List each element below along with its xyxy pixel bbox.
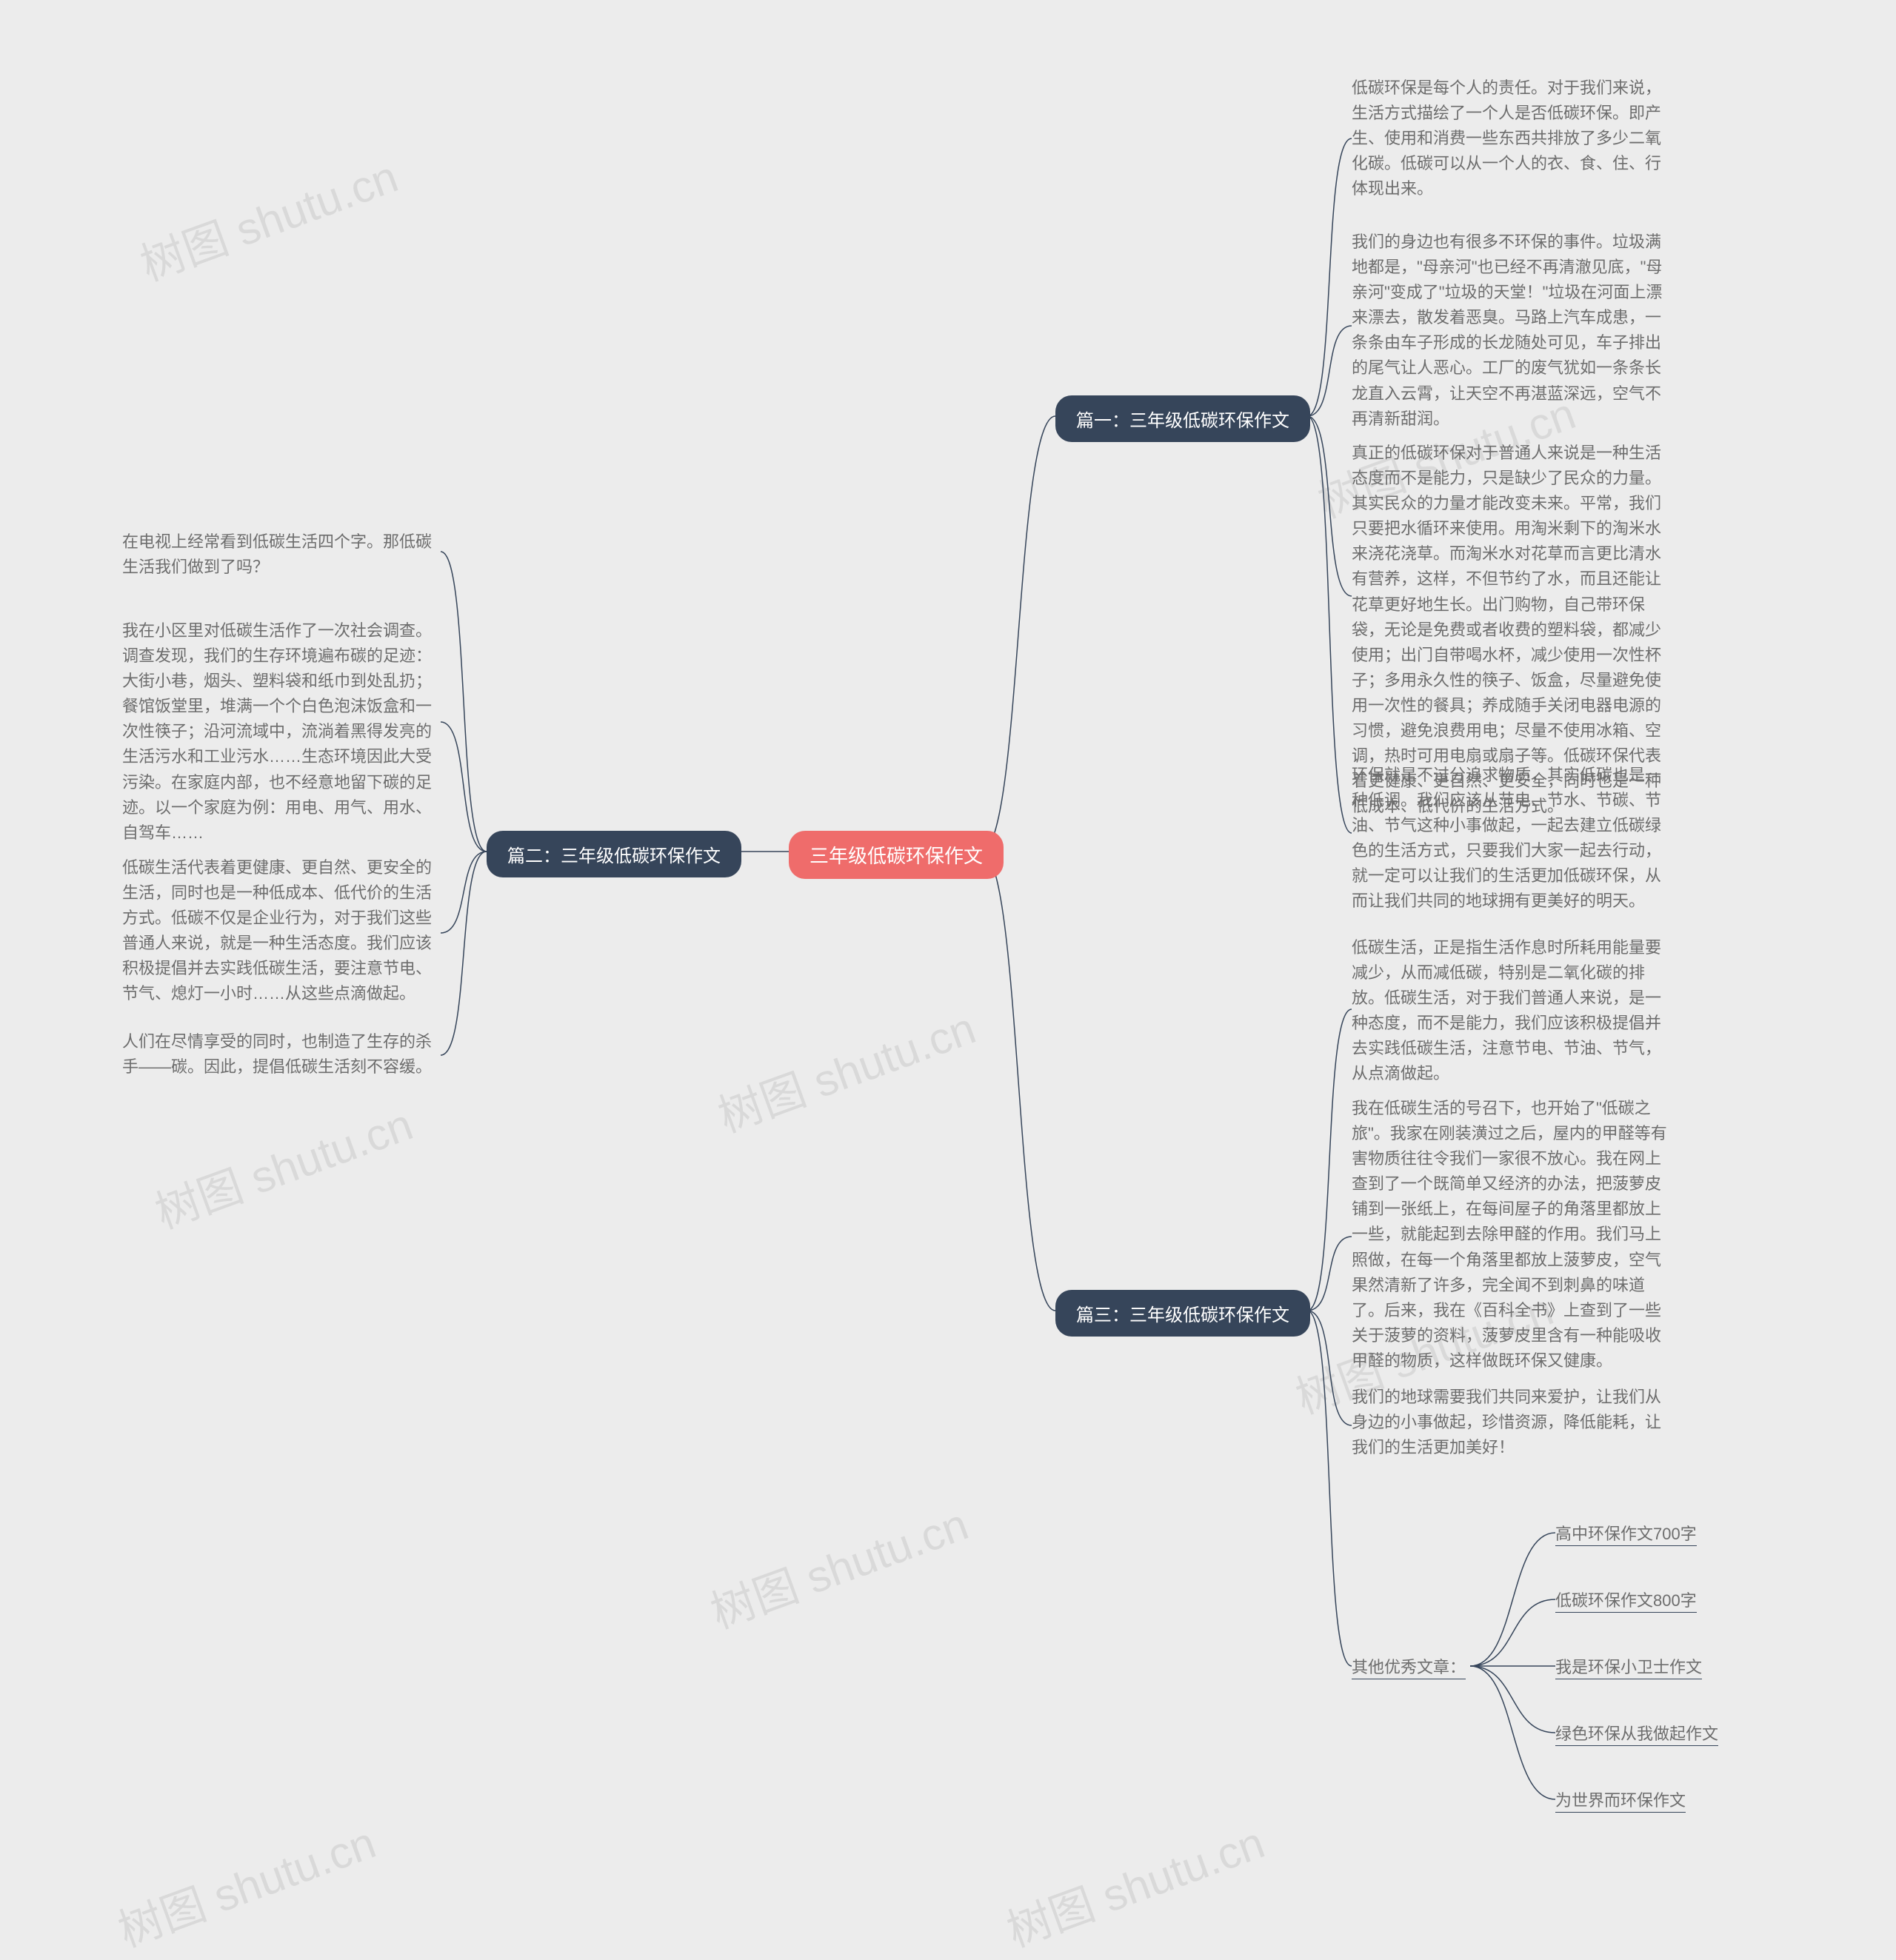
leaf-text: 我们的地球需要我们共同来爱护，让我们从身边的小事做起，珍惜资源，降低能耗，让我们…	[1352, 1385, 1670, 1460]
leaf-text: 低碳生活，正是指生活作息时所耗用能量要减少，从而减低碳，特别是二氧化碳的排放。低…	[1352, 935, 1670, 1087]
branch-label: 篇二：三年级低碳环保作文	[507, 846, 721, 866]
leaf-text: 我在小区里对低碳生活作了一次社会调查。调查发现，我们的生存环境遍布碳的足迹：大街…	[122, 618, 441, 846]
watermark-text: 树图 shutu.cn	[997, 1807, 1272, 1959]
leaf-text: 低碳生活代表着更健康、更自然、更安全的生活，同时也是一种低成本、低代价的生活方式…	[122, 855, 441, 1007]
sub-leaf: 为世界而环保作文	[1555, 1788, 1686, 1813]
leaf-text: 我们的身边也有很多不环保的事件。垃圾满地都是，"母亲河"也已经不再清澈见底，"母…	[1352, 230, 1670, 432]
watermark-text: 树图 shutu.cn	[130, 141, 405, 293]
branch-label: 篇一：三年级低碳环保作文	[1076, 411, 1289, 431]
sub-hub-label: 其他优秀文章：	[1352, 1655, 1466, 1680]
watermark-text: 树图 shutu.cn	[701, 1488, 975, 1641]
leaf-text: 人们在尽情享受的同时，也制造了生存的杀手——碳。因此，提倡低碳生活刻不容缓。	[122, 1029, 441, 1080]
branch-node-right-1[interactable]: 篇一：三年级低碳环保作文	[1055, 395, 1310, 442]
sub-leaf: 我是环保小卫士作文	[1555, 1655, 1702, 1680]
branch-node-left-1[interactable]: 篇二：三年级低碳环保作文	[487, 831, 741, 877]
watermark-text: 树图 shutu.cn	[108, 1807, 383, 1959]
center-label: 三年级低碳环保作文	[810, 845, 983, 867]
branch-node-right-2[interactable]: 篇三：三年级低碳环保作文	[1055, 1290, 1310, 1337]
leaf-text: 低碳环保是每个人的责任。对于我们来说，生活方式描绘了一个人是否低碳环保。即产生、…	[1352, 76, 1670, 201]
branch-label: 篇三：三年级低碳环保作文	[1076, 1305, 1289, 1325]
watermark-text: 树图 shutu.cn	[145, 1088, 420, 1241]
sub-leaf: 高中环保作文700字	[1555, 1522, 1697, 1547]
watermark-text: 树图 shutu.cn	[708, 992, 983, 1145]
sub-leaf: 低碳环保作文800字	[1555, 1588, 1697, 1613]
leaf-text: 我在低碳生活的号召下，也开始了"低碳之旅"。我家在刚装潢过之后，屋内的甲醛等有害…	[1352, 1096, 1670, 1374]
leaf-text: 在电视上经常看到低碳生活四个字。那低碳生活我们做到了吗？	[122, 529, 441, 580]
sub-leaf: 绿色环保从我做起作文	[1555, 1722, 1718, 1747]
center-node[interactable]: 三年级低碳环保作文	[789, 831, 1004, 879]
leaf-text: 环保就是不过分追求物质，其实低碳也是一种低调。我们应该从节电、节水、节碳、节油、…	[1352, 763, 1670, 914]
